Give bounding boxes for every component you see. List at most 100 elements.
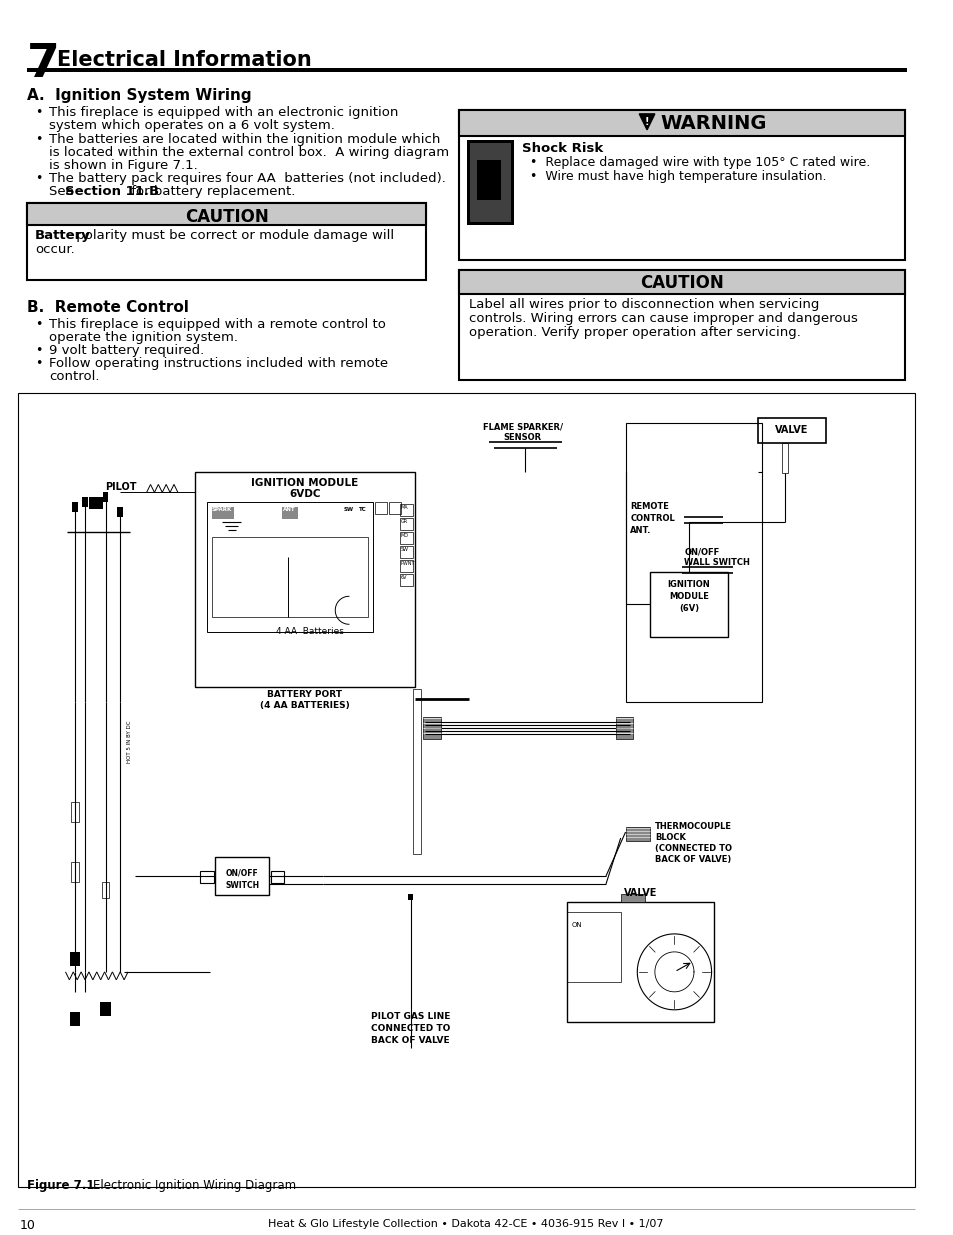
Text: Electrical Information: Electrical Information [56, 49, 311, 70]
Text: BLOCK: BLOCK [654, 834, 685, 842]
Text: A.  Ignition System Wiring: A. Ignition System Wiring [28, 88, 252, 103]
Bar [470, 143, 511, 222]
Text: Section 11.B: Section 11.B [65, 185, 158, 198]
Text: The batteries are located within the ignition module which: The batteries are located within the ign… [49, 133, 439, 146]
Text: 6V: 6V [400, 576, 407, 580]
Text: This fireplace is equipped with an electronic ignition: This fireplace is equipped with an elect… [49, 106, 397, 119]
Text: WARNING: WARNING [660, 114, 766, 133]
Text: ON: ON [571, 921, 582, 927]
Text: ANT.: ANT. [630, 526, 651, 536]
Text: (4 AA BATTERIES): (4 AA BATTERIES) [260, 701, 350, 710]
Bar [71, 862, 79, 882]
Bar [615, 718, 633, 739]
Text: BATTERY PORT: BATTERY PORT [267, 690, 342, 699]
Bar [89, 498, 103, 509]
Bar [566, 911, 620, 982]
Text: SWITCH: SWITCH [225, 881, 259, 890]
Bar [423, 718, 440, 739]
Bar [757, 417, 825, 443]
Text: •: • [35, 317, 43, 331]
Text: Battery: Battery [35, 228, 91, 242]
Text: BACK OF VALVE): BACK OF VALVE) [654, 855, 730, 864]
Text: MO: MO [400, 534, 408, 538]
Bar [625, 422, 761, 703]
Text: BACK OF VALVE: BACK OF VALVE [371, 1036, 450, 1045]
Bar [407, 894, 413, 900]
Bar [212, 537, 368, 618]
Text: control.: control. [49, 369, 99, 383]
Text: 10: 10 [19, 1219, 35, 1231]
Bar [100, 1002, 112, 1016]
Bar [214, 857, 269, 895]
Bar [28, 203, 426, 225]
Bar [71, 1011, 80, 1026]
Text: 6VDC: 6VDC [289, 489, 320, 499]
Text: polarity must be correct or module damage will: polarity must be correct or module damag… [72, 228, 394, 242]
Bar [72, 503, 78, 513]
Text: Shock Risk: Shock Risk [521, 142, 602, 154]
Text: •  Replace damaged wire with type 105° C rated wire.: • Replace damaged wire with type 105° C … [529, 156, 869, 169]
Text: PILOT GAS LINE: PILOT GAS LINE [371, 1011, 450, 1021]
Text: Figure 7.1: Figure 7.1 [28, 1178, 94, 1192]
Bar [212, 508, 233, 520]
Bar [103, 493, 109, 503]
Text: occur.: occur. [35, 243, 75, 256]
Text: GR: GR [400, 520, 408, 525]
Bar [71, 802, 79, 823]
Bar [476, 159, 501, 200]
Bar [28, 203, 426, 279]
Bar [399, 546, 413, 558]
Bar [200, 871, 213, 883]
Text: 4 AA  Batteries: 4 AA Batteries [275, 627, 343, 636]
Bar [459, 110, 904, 136]
Text: Heat & Glo Lifestyle Collection • Dakota 42-CE • 4036-915 Rev I • 1/07: Heat & Glo Lifestyle Collection • Dakota… [268, 1219, 663, 1229]
Bar [271, 871, 284, 883]
Bar [117, 508, 123, 517]
Bar [459, 110, 904, 259]
Bar [282, 508, 297, 520]
Text: is shown in Figure 7.1.: is shown in Figure 7.1. [49, 159, 197, 172]
Text: MODULE: MODULE [668, 593, 708, 601]
Text: (CONNECTED TO: (CONNECTED TO [654, 844, 731, 853]
Text: See: See [49, 185, 78, 198]
Text: VALVE: VALVE [623, 888, 657, 898]
Text: PILOT: PILOT [106, 483, 137, 493]
Bar [781, 443, 787, 473]
Bar [620, 894, 644, 902]
Bar [389, 503, 400, 515]
Text: Electronic Ignition Wiring Diagram: Electronic Ignition Wiring Diagram [78, 1178, 296, 1192]
Text: CAUTION: CAUTION [639, 274, 723, 291]
Bar [399, 561, 413, 572]
Bar [399, 574, 413, 587]
Bar [467, 140, 514, 225]
Bar [625, 827, 649, 841]
Text: 9 volt battery required.: 9 volt battery required. [49, 343, 204, 357]
Text: ANT: ANT [282, 508, 294, 513]
Bar [459, 269, 904, 294]
Bar [28, 203, 426, 225]
Text: CAUTION: CAUTION [185, 207, 269, 226]
Bar [399, 519, 413, 530]
Text: TC: TC [358, 508, 366, 513]
Text: is located within the external control box.  A wiring diagram: is located within the external control b… [49, 146, 449, 159]
Text: Label all wires prior to disconnection when servicing: Label all wires prior to disconnection w… [469, 298, 819, 311]
Polygon shape [639, 114, 654, 130]
Text: operate the ignition system.: operate the ignition system. [49, 331, 237, 343]
Text: CONNECTED TO: CONNECTED TO [371, 1024, 450, 1032]
Text: WALL SWITCH: WALL SWITCH [683, 558, 749, 567]
Bar [71, 952, 80, 966]
Text: The battery pack requires four AA  batteries (not included).: The battery pack requires four AA batter… [49, 172, 445, 185]
Bar [195, 473, 415, 687]
Text: system which operates on a 6 volt system.: system which operates on a 6 volt system… [49, 119, 335, 132]
Bar [459, 110, 904, 136]
Text: (6V): (6V) [679, 604, 699, 614]
Text: FLAME SPARKER/: FLAME SPARKER/ [482, 422, 562, 431]
Bar [459, 269, 904, 379]
Text: SW: SW [344, 508, 354, 513]
Text: SENSOR: SENSOR [503, 433, 541, 442]
Text: Follow operating instructions included with remote: Follow operating instructions included w… [49, 357, 388, 369]
Text: THERMOCOUPLE: THERMOCOUPLE [654, 823, 731, 831]
Bar [82, 498, 88, 508]
Text: ON/OFF: ON/OFF [226, 869, 258, 878]
Bar [207, 503, 373, 632]
